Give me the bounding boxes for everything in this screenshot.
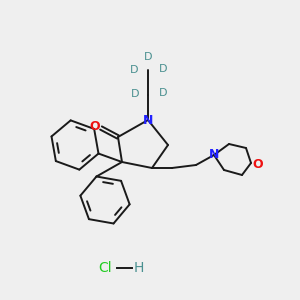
Text: D: D <box>159 64 167 74</box>
Text: N: N <box>143 113 153 127</box>
Text: D: D <box>131 89 139 99</box>
Text: N: N <box>209 148 219 161</box>
Text: D: D <box>130 65 138 75</box>
Text: Cl: Cl <box>98 261 112 275</box>
Text: O: O <box>90 119 100 133</box>
Text: D: D <box>159 88 167 98</box>
Text: D: D <box>144 52 152 62</box>
Text: H: H <box>134 261 144 275</box>
Text: O: O <box>253 158 263 170</box>
